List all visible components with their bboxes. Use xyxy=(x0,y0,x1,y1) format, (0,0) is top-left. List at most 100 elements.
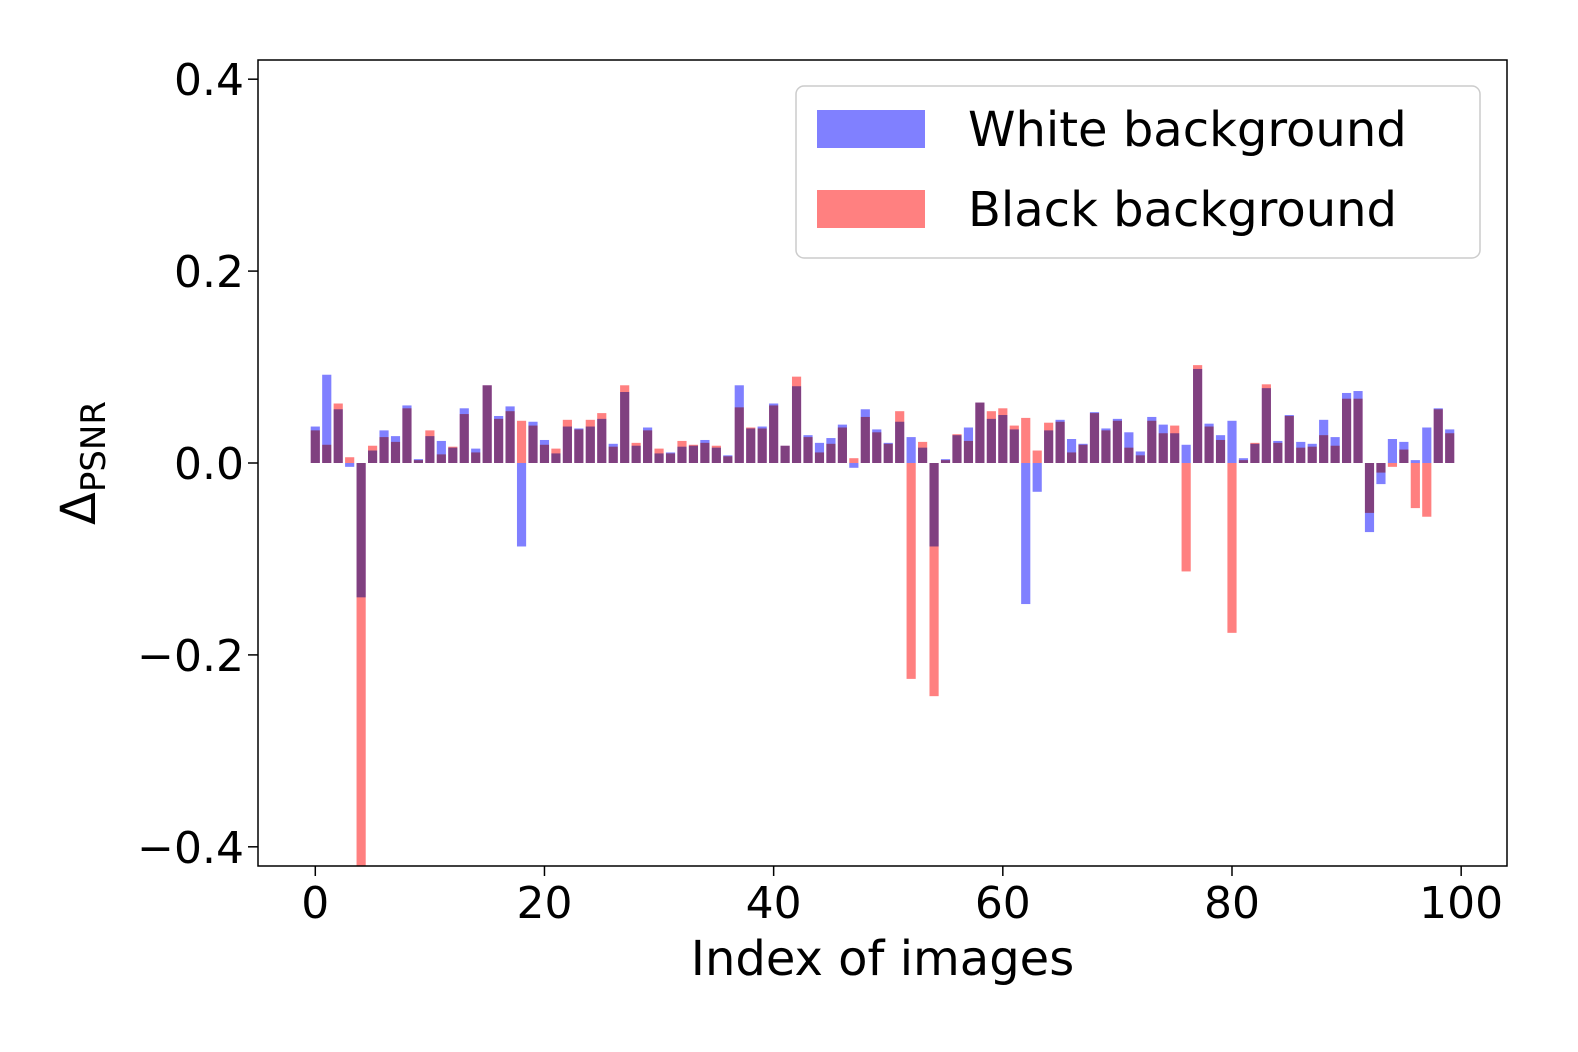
black-bg-bar-72 xyxy=(1135,455,1145,463)
black-bg-bar-3 xyxy=(345,457,355,463)
black-bg-bar-62 xyxy=(1021,417,1031,463)
black-bg-bar-25 xyxy=(597,413,607,463)
black-bg-bar-58 xyxy=(975,402,985,463)
legend-label: White background xyxy=(968,102,1407,158)
white-bg-bar-80 xyxy=(1227,420,1237,463)
black-bg-bar-78 xyxy=(1204,426,1214,463)
black-bg-bar-13 xyxy=(459,414,469,463)
black-bg-bar-92 xyxy=(1364,463,1375,513)
white-bg-bar-96 xyxy=(1410,460,1420,463)
black-bg-bar-12 xyxy=(448,446,458,463)
white-bg-bar-47 xyxy=(849,463,859,468)
legend-swatch xyxy=(817,110,925,148)
black-bg-bar-38 xyxy=(746,427,756,463)
legend: White background Black background xyxy=(795,85,1481,259)
black-bg-bar-66 xyxy=(1066,452,1077,463)
black-bg-bar-56 xyxy=(952,434,962,463)
black-bg-bar-73 xyxy=(1147,420,1157,463)
x-axis-label: Index of images xyxy=(691,931,1074,987)
black-bg-bar-86 xyxy=(1296,447,1306,463)
black-bg-bar-32 xyxy=(677,440,687,463)
legend-box xyxy=(795,85,1481,259)
black-bg-bar-64 xyxy=(1044,422,1054,463)
black-bg-bar-44 xyxy=(814,452,825,463)
black-bg-bar-24 xyxy=(585,419,595,463)
black-bg-bar-75 xyxy=(1170,425,1180,463)
black-bg-bar-45 xyxy=(826,443,836,463)
black-bg-bar-67 xyxy=(1078,444,1088,463)
y-tick-label: 0.4 xyxy=(174,55,244,106)
black-bg-bar-6 xyxy=(379,437,389,463)
black-bg-bar-20 xyxy=(539,444,550,463)
black-bg-bar-74 xyxy=(1158,433,1168,463)
black-bg-bar-52 xyxy=(906,463,916,679)
black-bg-bar-65 xyxy=(1055,421,1065,463)
black-bg-bar-96 xyxy=(1410,463,1420,509)
y-tick-label: −0.4 xyxy=(137,823,244,874)
bars-group xyxy=(310,365,1455,866)
black-bg-bar-80 xyxy=(1227,463,1237,633)
white-bg-bar-1 xyxy=(322,374,332,463)
white-bg-bar-3 xyxy=(345,463,355,467)
black-bg-bar-91 xyxy=(1353,398,1363,463)
black-bg-bar-21 xyxy=(551,448,561,463)
black-bg-bar-89 xyxy=(1330,445,1340,463)
black-bg-bar-11 xyxy=(436,454,446,463)
white-bg-bar-94 xyxy=(1387,439,1397,463)
white-bg-bar-11 xyxy=(436,440,446,463)
black-bg-bar-48 xyxy=(860,416,870,463)
black-bg-bar-37 xyxy=(734,407,744,463)
black-bg-bar-43 xyxy=(803,437,813,463)
black-bg-bar-33 xyxy=(688,444,699,463)
black-bg-bar-50 xyxy=(883,443,893,463)
black-bg-bar-77 xyxy=(1193,365,1203,463)
black-bg-bar-94 xyxy=(1387,463,1397,467)
black-bg-bar-63 xyxy=(1032,450,1042,463)
black-bg-bar-83 xyxy=(1261,384,1271,463)
black-bg-bar-70 xyxy=(1112,420,1122,463)
x-tick-label: 80 xyxy=(1204,878,1260,929)
y-axis-label-subscript: PSNR xyxy=(74,401,114,492)
black-bg-bar-0 xyxy=(310,430,320,463)
x-tick-label: 0 xyxy=(301,878,329,929)
y-axis-ticks: 0.4 0.2 0.0 −0.2 −0.4 xyxy=(137,55,258,874)
black-bg-bar-99 xyxy=(1445,433,1455,463)
white-bg-bar-66 xyxy=(1066,439,1077,463)
black-bg-bar-46 xyxy=(837,427,847,463)
black-bg-bar-57 xyxy=(963,440,974,463)
black-bg-bar-16 xyxy=(494,418,504,463)
black-bg-bar-61 xyxy=(1009,425,1019,463)
black-bg-bar-84 xyxy=(1273,442,1283,463)
black-bg-bar-68 xyxy=(1089,413,1100,463)
black-bg-bar-47 xyxy=(849,458,859,463)
legend-swatch xyxy=(817,190,925,228)
black-bg-bar-26 xyxy=(608,446,618,463)
white-bg-bar-97 xyxy=(1422,427,1432,463)
black-bg-bar-29 xyxy=(643,430,653,463)
black-bg-bar-98 xyxy=(1433,409,1443,463)
black-bg-bar-31 xyxy=(665,453,676,463)
black-bg-bar-71 xyxy=(1124,447,1134,463)
black-bg-bar-30 xyxy=(654,448,664,463)
black-bg-bar-19 xyxy=(528,425,538,463)
black-bg-bar-17 xyxy=(505,411,515,463)
white-bg-bar-93 xyxy=(1376,463,1386,485)
black-bg-bar-87 xyxy=(1307,446,1317,463)
white-bg-bar-76 xyxy=(1181,444,1191,463)
black-bg-bar-7 xyxy=(390,441,401,463)
black-bg-bar-79 xyxy=(1215,439,1226,463)
y-axis-label-symbol: Δ xyxy=(51,492,107,525)
white-bg-bar-63 xyxy=(1032,463,1042,492)
black-bg-bar-5 xyxy=(368,445,378,463)
y-tick-label: −0.2 xyxy=(137,631,244,682)
black-bg-bar-90 xyxy=(1341,398,1352,463)
black-bg-bar-82 xyxy=(1250,442,1260,463)
x-tick-label: 60 xyxy=(975,878,1031,929)
black-bg-bar-2 xyxy=(333,403,343,463)
black-bg-bar-60 xyxy=(998,408,1008,463)
black-bg-bar-85 xyxy=(1284,415,1294,463)
black-bg-bar-81 xyxy=(1238,460,1249,463)
black-bg-bar-4 xyxy=(356,463,366,866)
black-bg-bar-88 xyxy=(1319,435,1329,463)
